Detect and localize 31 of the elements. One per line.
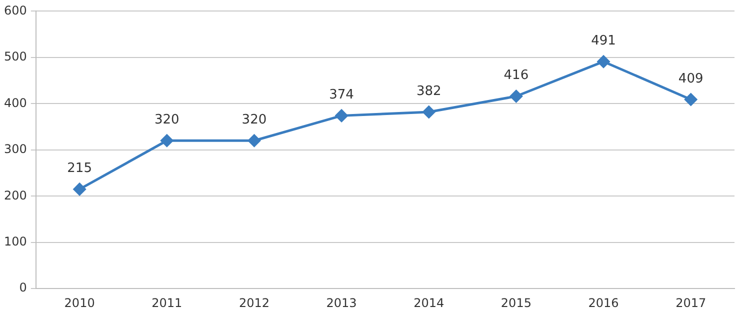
- x-tick-label: 2014: [414, 296, 444, 310]
- y-tick-label: 600: [4, 3, 27, 18]
- data-label: 416: [504, 68, 529, 84]
- data-label: 320: [154, 112, 180, 128]
- data-label: 215: [67, 161, 92, 176]
- data-label: 320: [242, 112, 267, 128]
- point: [335, 109, 348, 122]
- x-tick-label: 2015: [500, 296, 532, 310]
- data-label: 374: [329, 88, 354, 103]
- x-tick-label: 2013: [326, 296, 357, 310]
- data-label: 382: [416, 84, 442, 99]
- data-label: 409: [678, 71, 704, 86]
- x-tick-label: 2010: [64, 296, 95, 310]
- point: [160, 134, 174, 147]
- x-tick-label: 2012: [238, 296, 270, 310]
- point: [510, 90, 522, 103]
- point: [422, 106, 436, 118]
- y-tick-label: 300: [4, 142, 27, 156]
- x-tick-label: 2016: [588, 296, 619, 310]
- point: [684, 93, 698, 106]
- point: [73, 182, 86, 196]
- y-tick-label: 200: [4, 188, 27, 202]
- point: [597, 55, 610, 68]
- data-label: 491: [591, 33, 616, 48]
- y-tick-label: 100: [4, 234, 27, 248]
- x-tick-label: 2017: [676, 296, 706, 310]
- point: [248, 134, 260, 147]
- x-tick-label: 2011: [152, 296, 182, 310]
- y-tick-label: 0: [19, 280, 27, 295]
- y-tick-label: 400: [4, 96, 27, 110]
- y-tick-label: 500: [4, 50, 27, 64]
